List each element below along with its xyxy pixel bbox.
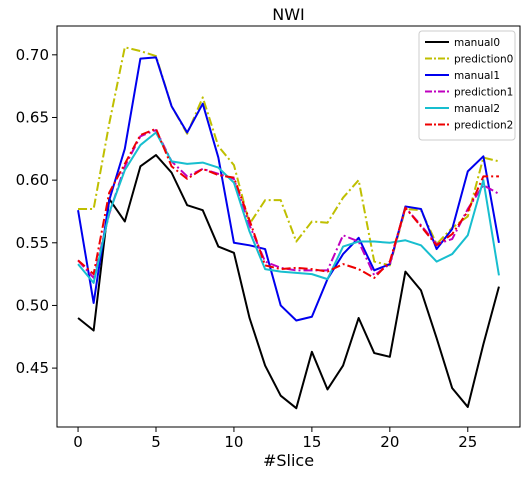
series-line-prediction1	[77, 129, 500, 279]
legend-label-prediction1: prediction1	[454, 87, 513, 99]
x-axis-label: #Slice	[263, 451, 314, 470]
y-axis: 0.45 0.50 0.55 0.60 0.65 0.70	[16, 46, 57, 377]
x-axis: 0 5 10 15 20 25	[73, 427, 477, 451]
series-layer	[77, 46, 500, 410]
legend-label-manual2: manual2	[454, 103, 500, 115]
legend-label-prediction2: prediction2	[454, 120, 513, 132]
series-line-prediction2	[77, 127, 499, 279]
y-tick-label: 0.60	[16, 171, 49, 189]
x-tick-label: 25	[458, 433, 477, 451]
legend-label-manual1: manual1	[454, 70, 500, 82]
x-tick-label: 20	[380, 433, 399, 451]
y-tick-label: 0.70	[16, 46, 49, 64]
y-tick-label: 0.65	[16, 108, 49, 126]
chart-title: NWI	[272, 5, 305, 24]
x-tick-label: 5	[151, 433, 161, 451]
series-line-manual2	[77, 131, 500, 284]
plot-frame	[56, 25, 521, 428]
series-line-manual0	[77, 154, 500, 410]
y-tick-label: 0.45	[16, 359, 49, 377]
x-tick-label: 15	[302, 433, 321, 451]
legend-label-manual0: manual0	[454, 37, 500, 49]
y-tick-label: 0.50	[16, 296, 49, 314]
series-line-prediction0	[78, 46, 500, 267]
x-tick-label: 0	[73, 433, 83, 451]
legend: manual0 prediction0 manual1 prediction1 manu…	[418, 30, 516, 141]
legend-label-prediction0: prediction0	[454, 54, 513, 66]
x-tick-label: 10	[224, 433, 243, 451]
series-line-manual1	[77, 56, 500, 322]
y-tick-label: 0.55	[16, 234, 49, 252]
